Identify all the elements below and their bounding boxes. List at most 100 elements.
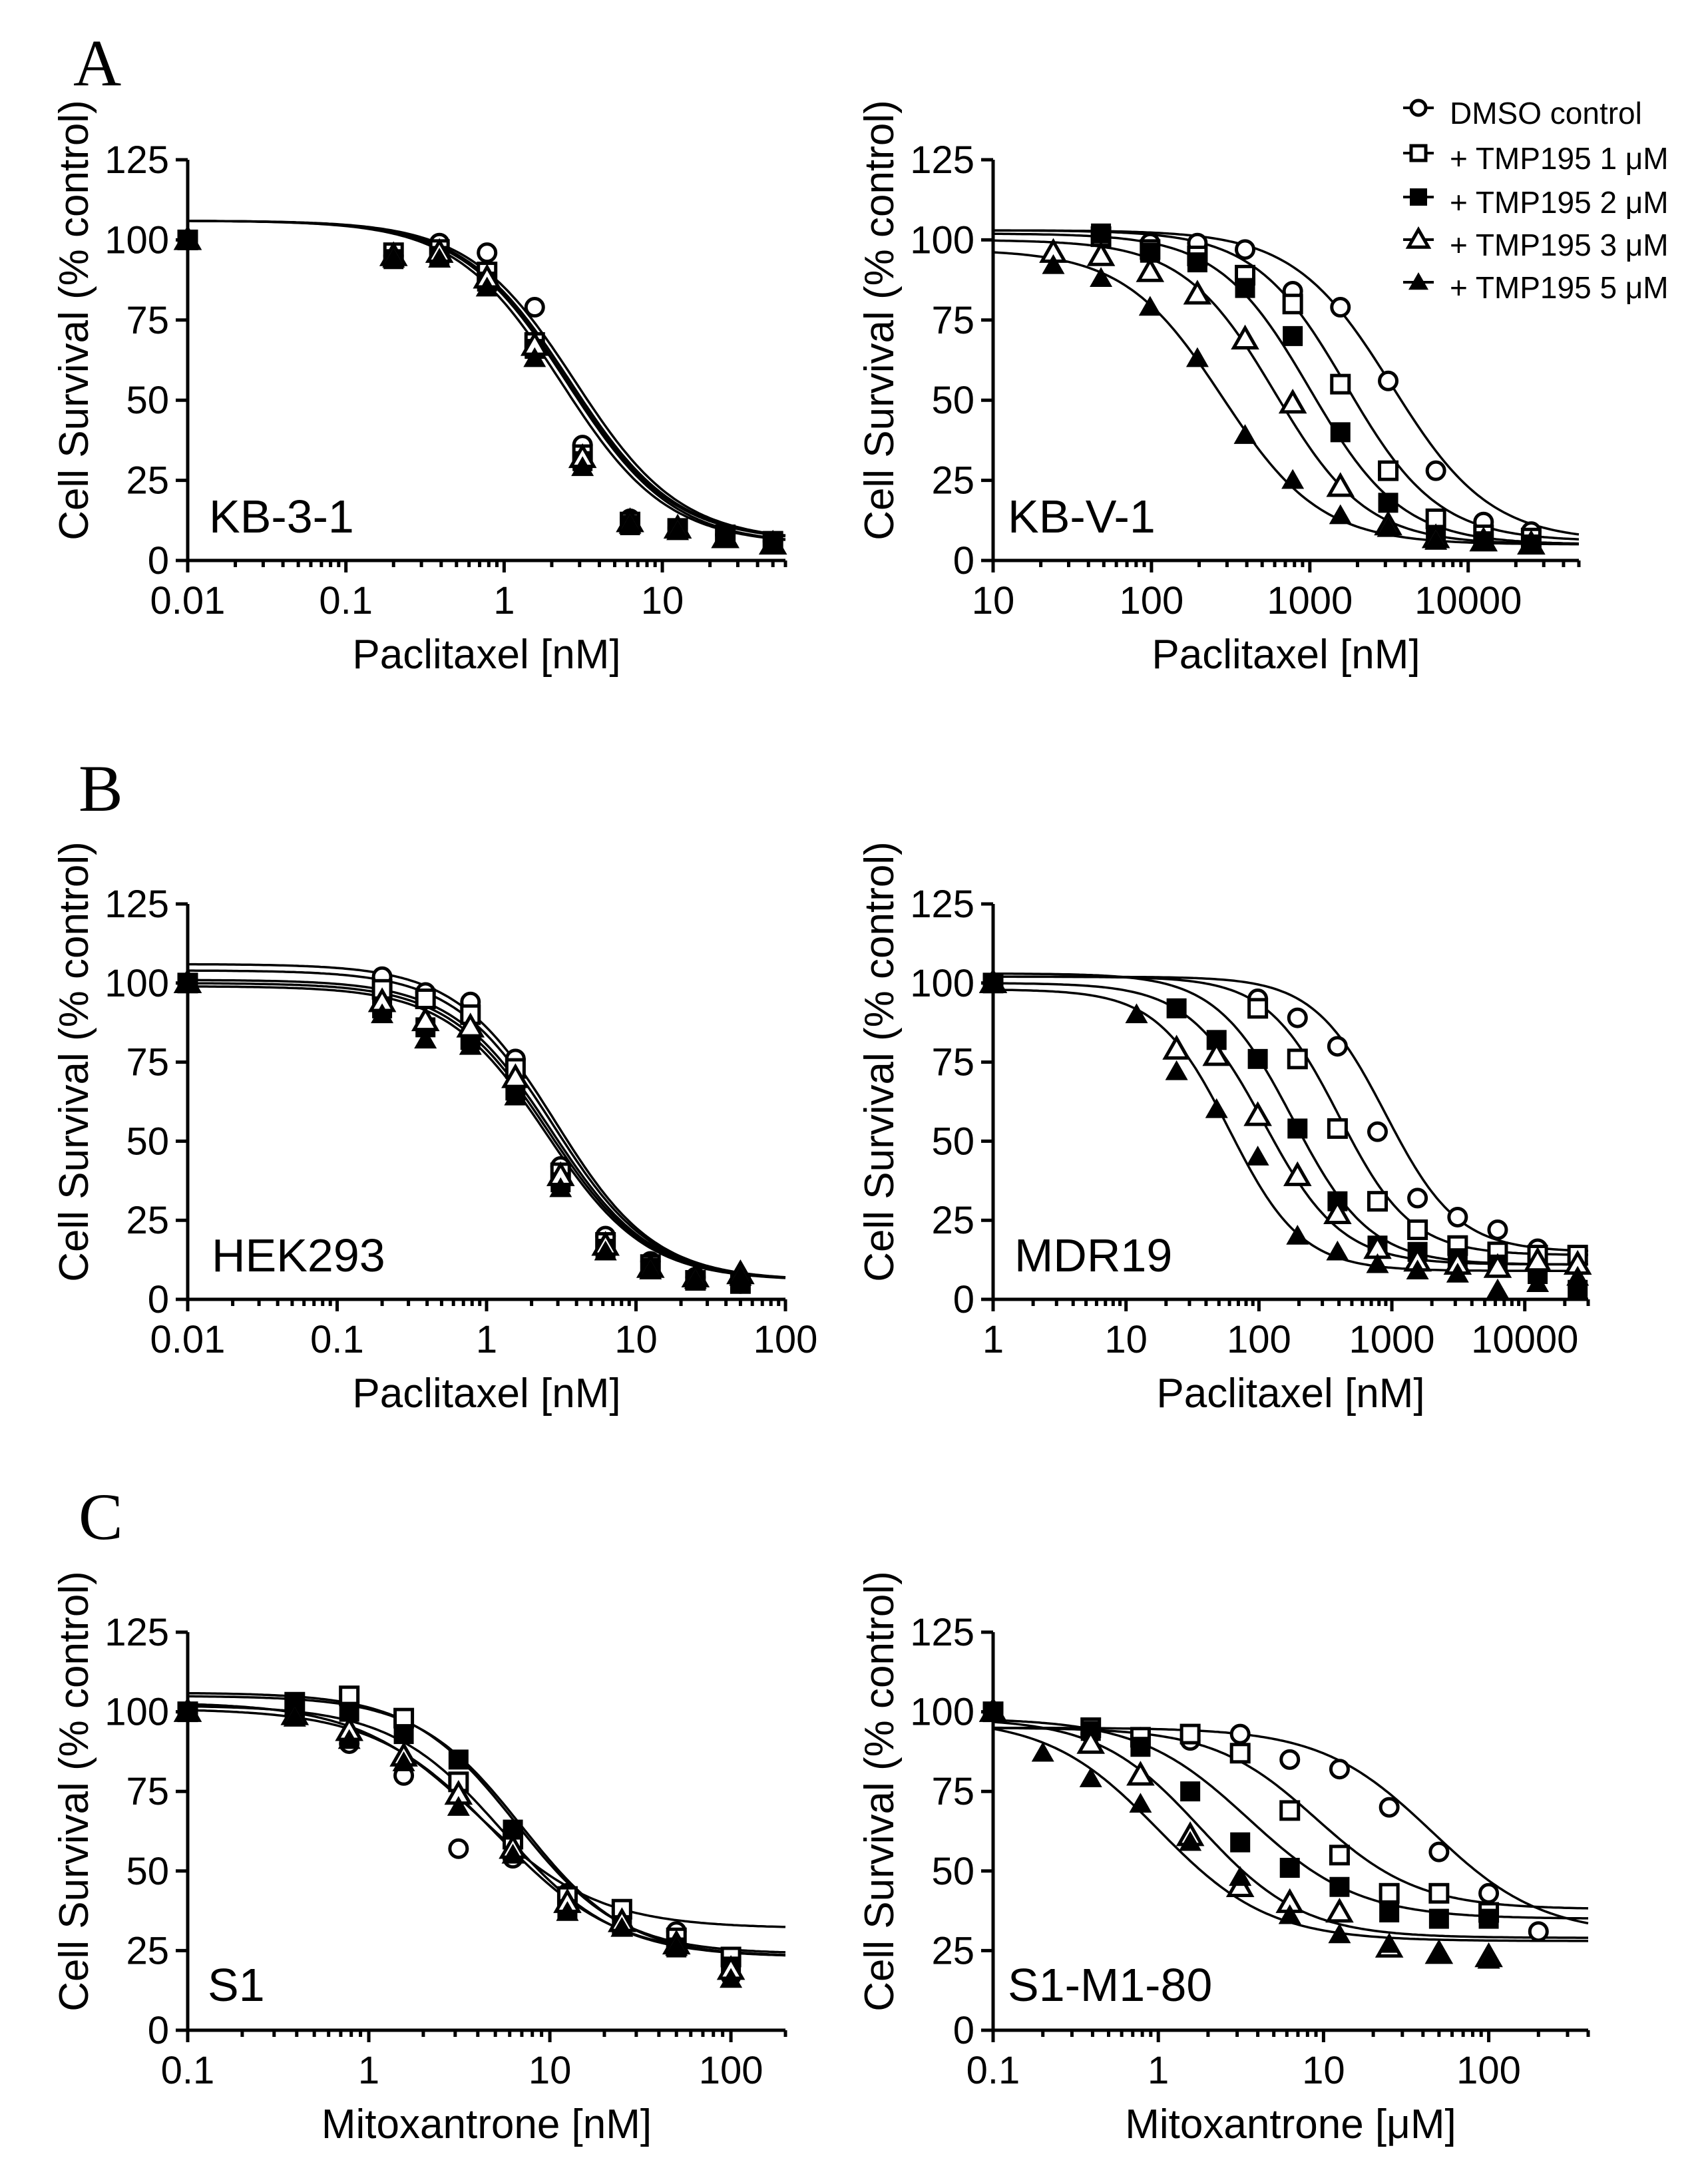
y-tick-label: 125: [105, 138, 169, 182]
open-square-marker: [1379, 1882, 1400, 1904]
open-circle-marker: [1425, 460, 1446, 481]
filled-triangle-marker: [1427, 1942, 1450, 1962]
filled-square-marker: [1187, 252, 1207, 273]
y-tick-label: 25: [931, 1929, 974, 1972]
panel-letter-b: B: [79, 752, 123, 825]
y-tick-label: 125: [910, 1611, 974, 1654]
filled-triangle-marker: [618, 514, 642, 534]
fit-curve: [188, 979, 786, 1279]
filled-triangle-marker: [594, 1240, 617, 1261]
y-tick-label: 0: [148, 1278, 169, 1321]
y-tick-label: 75: [126, 299, 169, 342]
y-tick-label: 25: [931, 459, 974, 503]
filled-triangle-marker: [1377, 517, 1400, 537]
x-tick-label: 100: [1227, 1318, 1291, 1361]
filled-triangle-marker: [1526, 1272, 1550, 1292]
x-tick-label: 1000: [1349, 1318, 1435, 1361]
open-square-marker: [1367, 1191, 1388, 1212]
filled-square-marker: [1330, 422, 1351, 443]
filled-square-marker: [1230, 1832, 1251, 1853]
y-tick-label: 0: [953, 2009, 974, 2052]
filled-triangle-marker: [1566, 1265, 1590, 1286]
filled-square-marker: [1410, 188, 1427, 206]
x-tick-label: 1: [358, 2049, 379, 2092]
open-circle-marker: [1528, 1921, 1549, 1942]
legend-label: + TMP195 2 μM: [1450, 185, 1669, 220]
y-tick-label: 125: [910, 883, 974, 926]
x-tick-label: 0.01: [150, 1318, 226, 1361]
y-tick-label: 75: [931, 1041, 974, 1084]
y-tick-label: 25: [126, 1929, 169, 1972]
fit-curve: [187, 1705, 786, 1957]
filled-triangle-marker: [176, 228, 199, 249]
filled-square-marker: [448, 1749, 469, 1770]
filled-triangle-marker: [610, 1916, 634, 1937]
filled-triangle-marker: [639, 1259, 662, 1279]
open-triangle-marker: [1326, 472, 1355, 497]
fit-curve: [187, 1709, 786, 1956]
x-tick-label: 10: [529, 2049, 572, 2092]
chart-kb-3-1: 0 25 50 75 100 125 0.01 0.1 1 10 Paclitaxel [nM] Ce…: [51, 100, 787, 678]
legend-label: + TMP195 3 μM: [1450, 228, 1669, 262]
filled-triangle-marker: [447, 1796, 470, 1816]
open-circle-marker: [1447, 1206, 1468, 1227]
filled-triangle-marker: [982, 1700, 1004, 1721]
filled-triangle-marker: [1378, 1932, 1401, 1953]
open-circle-marker: [1229, 1723, 1251, 1745]
y-axis-title: Cell Survival (% control): [857, 100, 903, 541]
filled-triangle-marker: [1185, 347, 1209, 367]
legend-label: + TMP195 1 μM: [1450, 141, 1669, 176]
open-circle-marker: [1428, 1841, 1450, 1862]
y-tick-label: 25: [931, 1199, 974, 1242]
legend-marker-open-circle: [1403, 99, 1434, 117]
open-circle-marker: [1235, 239, 1256, 260]
open-triangle-marker: [1086, 241, 1116, 266]
filled-triangle-marker: [371, 1003, 394, 1024]
filled-triangle-marker: [665, 1936, 688, 1956]
x-axis-title: Paclitaxel [nM]: [352, 1371, 620, 1417]
x-tick-label: 100: [1120, 579, 1184, 622]
open-square-marker: [1287, 1048, 1308, 1070]
filled-triangle-marker: [414, 1028, 437, 1049]
fit-curve: [188, 985, 786, 1279]
filled-square-marker: [1247, 1048, 1268, 1069]
fit-curve: [188, 963, 786, 1279]
filled-square-marker: [1279, 1858, 1300, 1878]
filled-triangle-marker: [392, 1751, 415, 1771]
open-triangle-marker: [1126, 1761, 1155, 1786]
filled-triangle-marker: [1233, 424, 1257, 444]
x-tick-label: 10: [641, 579, 684, 622]
filled-square-marker: [1378, 493, 1398, 513]
filled-triangle-marker: [337, 1729, 361, 1749]
open-square-marker: [611, 1898, 632, 1920]
filled-triangle-marker: [1472, 530, 1495, 550]
x-axis-title: Paclitaxel [nM]: [1152, 632, 1420, 678]
filled-triangle-marker: [382, 248, 405, 268]
filled-triangle-marker: [459, 1034, 482, 1055]
y-axis-title: Cell Survival (% control): [857, 841, 903, 1282]
filled-triangle-marker: [1477, 1948, 1500, 1969]
filled-triangle-marker: [1424, 530, 1448, 550]
filled-square-marker: [1478, 1908, 1499, 1929]
y-tick-label: 75: [126, 1770, 169, 1813]
legend-label: DMSO control: [1450, 96, 1642, 130]
legend-entry-tmp195-2: + TMP195 2 μM: [1403, 185, 1669, 220]
filled-triangle-marker: [1328, 1923, 1351, 1944]
open-triangle-marker: [1076, 1729, 1106, 1754]
open-square-marker: [415, 988, 436, 1010]
y-tick-label: 0: [148, 539, 169, 582]
filled-triangle-marker: [1031, 1741, 1054, 1762]
cell-line-label: KB-V-1: [1008, 491, 1156, 543]
filled-triangle-marker: [1165, 1060, 1188, 1080]
x-tick-label: 0.1: [319, 579, 373, 622]
filled-triangle-marker: [1286, 1224, 1309, 1245]
filled-triangle-marker: [1408, 272, 1428, 290]
open-circle-marker: [524, 297, 545, 318]
open-triangle-marker: [1483, 1253, 1512, 1278]
filled-triangle-marker: [176, 971, 199, 992]
x-tick-label: 100: [699, 2049, 763, 2092]
filled-triangle-marker: [428, 248, 451, 268]
filled-triangle-marker: [1129, 1793, 1152, 1813]
legend-entry-tmp195-5: + TMP195 5 μM: [1403, 270, 1669, 305]
chart-hek293: 0 25 50 75 100 125 0.01 0.1 1 10 100 Paclitaxel [nM…: [51, 841, 817, 1417]
